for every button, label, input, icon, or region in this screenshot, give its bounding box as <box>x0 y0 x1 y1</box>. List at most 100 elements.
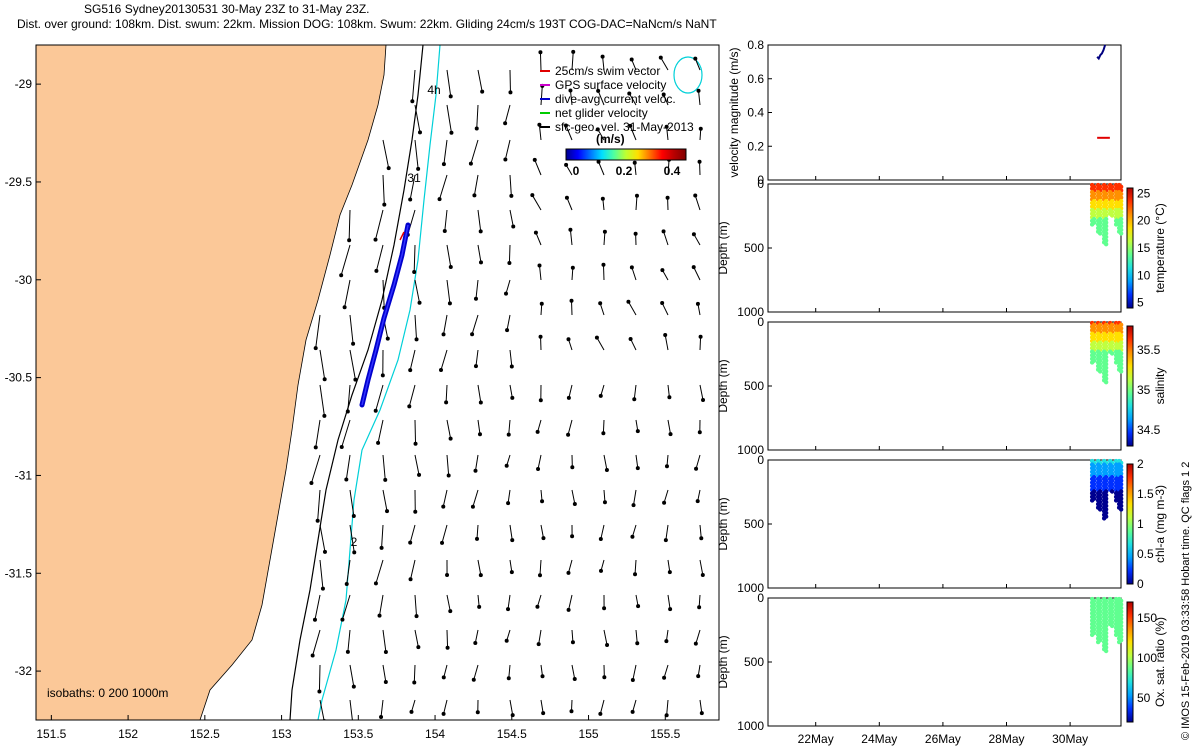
vector-head <box>351 514 356 519</box>
vector-head <box>693 641 698 646</box>
vector-head <box>598 301 603 306</box>
vector-head <box>446 473 451 478</box>
vector-head <box>320 586 325 591</box>
vector-head <box>474 536 479 541</box>
vector-head <box>506 501 511 506</box>
velocity-vector <box>627 301 637 316</box>
panel-colorbar-tick: 15 <box>1137 241 1151 255</box>
velocity-vector <box>660 57 669 71</box>
vector-head <box>665 195 670 200</box>
velocity-vector <box>537 454 542 470</box>
profile-point <box>1103 241 1109 247</box>
velocity-vector <box>413 664 416 683</box>
velocity-vector <box>414 104 421 133</box>
velocity-vector <box>474 629 479 644</box>
velocity-vector <box>382 174 385 205</box>
velocity-vector <box>477 419 481 435</box>
vector-head <box>310 653 315 658</box>
legend-label: 25cm/s swim vector <box>555 64 660 78</box>
velocity-vector <box>446 419 452 439</box>
vector-head <box>564 195 569 200</box>
velocity-vector <box>345 454 351 480</box>
vector-head <box>408 540 413 545</box>
vector-head <box>416 645 421 650</box>
vector-head <box>598 393 603 398</box>
velocity-vector <box>375 209 384 240</box>
vector-head <box>668 432 673 437</box>
vector-head <box>664 639 669 644</box>
vector-head <box>541 536 546 541</box>
panel-colorbar-tick: 50 <box>1137 691 1151 705</box>
vector-head <box>417 130 422 135</box>
velocity-vector <box>540 85 543 106</box>
velocity-vector <box>319 349 326 380</box>
vector-head <box>537 263 542 268</box>
velocity-vector <box>347 629 351 652</box>
velocity-vector <box>508 419 511 435</box>
time-tick-label: 28May <box>988 732 1024 746</box>
velocity-vector <box>382 139 390 169</box>
vector-head <box>600 54 605 59</box>
velocity-vector <box>538 629 542 645</box>
vector-head <box>594 335 599 340</box>
vector-head <box>409 709 414 714</box>
glider-track <box>359 222 411 408</box>
velocity-vector <box>476 104 479 129</box>
vector-head <box>353 377 358 382</box>
velocity-vector <box>695 629 701 644</box>
vector-head <box>342 305 347 310</box>
vector-head <box>569 709 574 714</box>
panel-colorbar-tick: 35.5 <box>1137 343 1161 357</box>
velocity-vector <box>698 594 701 608</box>
vector-head <box>478 573 483 578</box>
velocity-vector <box>565 125 573 141</box>
velocity-vector <box>382 279 385 308</box>
velocity-vector <box>446 454 450 476</box>
velocity-vector <box>445 384 448 403</box>
velocity-vector <box>506 314 511 331</box>
velocity-vector <box>475 279 479 299</box>
vector-head <box>344 582 349 587</box>
velocity-vector <box>382 664 387 683</box>
panel-y-tick-label: 1000 <box>737 581 764 595</box>
velocity-vector <box>693 234 701 246</box>
time-tick-label: 22May <box>798 732 834 746</box>
velocity-vector <box>693 266 701 281</box>
velocity-vector <box>664 334 669 351</box>
vector-head <box>473 364 478 369</box>
map-x-tick-label: 153 <box>272 727 292 741</box>
velocity-vector <box>411 699 416 713</box>
vector-head <box>696 674 701 679</box>
vector-head <box>412 680 417 685</box>
velocity-vector <box>349 489 355 517</box>
velocity-vector <box>443 699 448 715</box>
vector-head <box>339 444 344 449</box>
vector-head <box>595 127 600 132</box>
velocity-vector <box>628 93 637 106</box>
panel-colorbar-label: chl-a (mg m-3) <box>1153 485 1167 563</box>
vector-head <box>537 122 542 127</box>
vector-head <box>626 299 631 304</box>
vector-head <box>441 711 446 716</box>
vector-head <box>628 336 633 341</box>
velocity-vector <box>443 314 448 335</box>
vector-head <box>510 395 515 400</box>
vector-head <box>699 711 704 716</box>
velocity-vector <box>504 139 511 160</box>
profile-point <box>1109 623 1115 629</box>
vector-head <box>694 466 699 471</box>
vector-head <box>691 265 696 270</box>
vector-head <box>572 677 577 682</box>
velocity-vector <box>667 159 670 176</box>
vector-head <box>632 160 637 165</box>
map-x-tick-label: 152.5 <box>190 727 220 741</box>
vector-head <box>448 436 453 441</box>
vector-head <box>408 197 413 202</box>
map-x-tick-label: 152 <box>118 727 138 741</box>
vector-head <box>629 265 634 270</box>
vector-head <box>478 229 483 234</box>
vector-head <box>506 676 511 681</box>
vector-head <box>662 500 667 505</box>
vector-head <box>533 230 538 235</box>
velocity-vector <box>566 197 573 211</box>
